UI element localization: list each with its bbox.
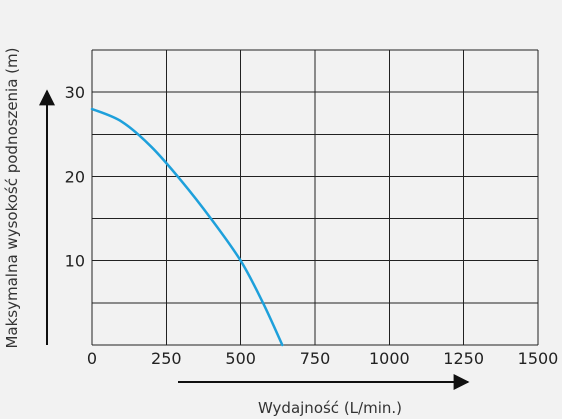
y-tick-label-2: 30	[65, 83, 85, 102]
x-tick-label-4: 1000	[369, 349, 410, 368]
series-line-0	[90, 107, 284, 347]
x-axis-label: Wydajność (L/min.)	[258, 399, 402, 417]
x-tick-label-6: 1500	[518, 349, 559, 368]
x-tick-label-0: 0	[87, 349, 97, 368]
x-tick-label-2: 500	[225, 349, 256, 368]
x-tick-label-3: 750	[300, 349, 331, 368]
grid	[91, 49, 539, 346]
x-tick-label-5: 1250	[443, 349, 484, 368]
y-axis-label: Maksymalna wysokość podnoszenia (m)	[3, 47, 21, 348]
y-tick-label-1: 20	[65, 167, 85, 186]
series-layer	[90, 107, 284, 347]
tick-labels: 0 250 500 750 1000 1250 1500 10 20 30	[65, 83, 559, 368]
x-tick-label-1: 250	[151, 349, 182, 368]
y-tick-label-0: 10	[65, 252, 85, 271]
